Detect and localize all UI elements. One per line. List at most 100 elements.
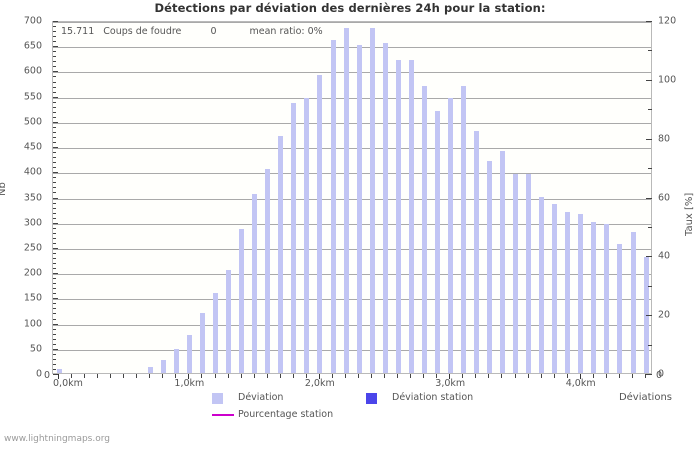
x-axis-tick (110, 374, 112, 378)
y-axis-left-tick (53, 252, 56, 254)
bar (239, 229, 245, 373)
y-axis-left-tick (53, 328, 56, 330)
y-axis-right-tick (648, 285, 652, 287)
y-axis-right-tick-label: 120 (658, 15, 677, 27)
y-axis-left-tick (53, 323, 58, 325)
x-axis-labels: 0,0km 1,0km 2,0km 3,0km 4,0km 0 0 (0, 370, 700, 392)
gridline (53, 223, 651, 225)
y-axis-right-title: Taux [%] (684, 192, 695, 236)
bar (460, 85, 466, 373)
bar (447, 98, 453, 373)
y-axis-left-tick (53, 273, 58, 275)
y-axis-left-tick (53, 318, 56, 320)
y-axis-left-tick (53, 207, 56, 209)
x-axis-tick (488, 374, 490, 378)
bar (643, 257, 649, 373)
x-axis-tick (292, 374, 294, 378)
x-axis-tick (305, 374, 307, 378)
bar (317, 75, 323, 373)
x-axis-tick (462, 374, 464, 378)
y-axis-left-tick (53, 237, 56, 239)
y-axis-left-tick (53, 182, 56, 184)
y-axis-left-tick (53, 91, 56, 93)
y-axis-right-tick-label: 0 (658, 368, 665, 380)
x-axis-tick (123, 374, 125, 378)
y-axis-left-tick (53, 126, 56, 128)
y-axis-right-tick (646, 21, 652, 22)
y-axis-right: 0 20 40 60 80 100 120 (654, 0, 700, 450)
y-axis-left-tick (53, 343, 56, 345)
bar (200, 312, 206, 373)
bar (395, 60, 401, 373)
y-axis-left-tick (53, 202, 56, 204)
y-axis-left-tick (53, 192, 56, 194)
gridline (53, 22, 651, 23)
y-axis-left-tick (53, 212, 56, 214)
y-axis-left-tick (53, 338, 56, 340)
y-axis-left-tick (53, 368, 56, 370)
x-axis-tick (58, 374, 59, 379)
x-axis-tick (644, 374, 646, 378)
bar (369, 27, 375, 373)
y-axis-left-tick (53, 116, 56, 118)
y-axis-left-tick (53, 298, 58, 300)
plot-area: 15.711 Coups de foudre 0 mean ratio: 0% (52, 21, 652, 374)
x-axis-tick (475, 374, 477, 378)
y-axis-right-tick-label: 40 (658, 250, 671, 262)
gridline (53, 248, 651, 250)
y-axis-left-title: Nb (0, 182, 8, 196)
bar (604, 224, 610, 373)
y-axis-left-tick (53, 36, 56, 38)
bars-layer (53, 22, 651, 373)
bar (382, 42, 388, 373)
y-axis-right-tick (646, 315, 652, 317)
y-axis-left-tick (53, 142, 56, 144)
x-axis-tick (253, 374, 255, 378)
bar (421, 85, 427, 373)
y-axis-right-tick (648, 226, 652, 228)
y-axis-left-tick-label: 350 (23, 192, 42, 203)
x-axis-tick-label: 1,0km (174, 378, 205, 389)
y-axis-left-tick (53, 268, 56, 270)
y-axis-left-tick (53, 31, 56, 33)
x-axis-tick (97, 374, 99, 378)
gridline (53, 274, 651, 276)
bar (473, 130, 479, 373)
x-axis-tick (553, 374, 555, 378)
y-axis-right-tick-label: 80 (658, 133, 671, 145)
x-axis-tick (631, 374, 633, 378)
gridline (53, 47, 651, 49)
x-axis-tick (423, 374, 425, 378)
y-axis-left-tick (53, 232, 56, 234)
bar (630, 231, 636, 373)
x-axis-tick (175, 374, 177, 378)
y-axis-left-tick (53, 152, 56, 154)
x-axis-origin-label: 0 (44, 370, 51, 381)
y-axis-left-tick-label: 550 (23, 91, 42, 103)
bar (408, 60, 414, 373)
y-axis-left-tick (53, 313, 56, 315)
y-axis-left-tick-label: 700 (23, 15, 42, 27)
y-axis-left-tick-label: 450 (23, 141, 42, 153)
gridline (53, 349, 651, 351)
y-axis-left-tick-label: 100 (23, 318, 42, 330)
x-axis-tick (384, 374, 386, 378)
y-axis-left-tick (53, 263, 56, 265)
y-axis-left: 0 50 100 150 200 250 300 350 400 450 500 550 600 650 7… (0, 0, 48, 450)
x-axis-tick (214, 374, 216, 378)
legend-color-swatch (366, 393, 377, 404)
chart-annotation: 15.711 Coups de foudre 0 mean ratio: 0% (61, 26, 323, 37)
legend-label: Déviation (238, 392, 284, 403)
bar (291, 103, 297, 373)
y-axis-left-tick (53, 46, 58, 48)
gridline (53, 97, 651, 99)
bar (513, 173, 519, 373)
x-axis-tick (566, 374, 568, 378)
gridline (53, 173, 651, 175)
y-axis-right-tick (646, 374, 652, 375)
y-axis-left-tick (53, 258, 56, 259)
y-axis-left-tick (53, 101, 56, 103)
y-axis-left-tick (53, 162, 56, 164)
y-axis-left-tick (53, 71, 58, 73)
